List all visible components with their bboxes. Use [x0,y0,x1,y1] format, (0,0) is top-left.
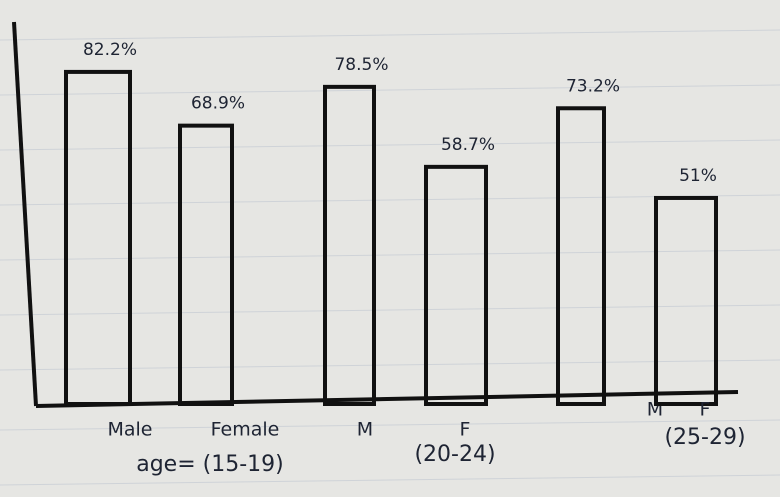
bar [323,84,376,407]
value-label: 73.2% [566,76,620,96]
x-tick-label: Male [107,419,152,441]
x-tick-label: F [700,399,711,421]
y-axis [12,21,38,407]
group-label: age= (15-19) [136,452,284,477]
group-label: (25-29) [664,425,745,450]
value-label: 68.9% [191,94,245,114]
bar [556,106,606,406]
value-label: 58.7% [441,135,495,155]
group-label: (20-24) [414,442,495,467]
value-label: 51% [679,166,717,186]
value-label: 78.5% [334,55,388,75]
x-tick-label: Female [211,419,280,441]
value-label: 82.2% [83,40,137,60]
bar [64,69,132,407]
x-tick-label: M [357,419,373,441]
bar [424,164,488,406]
x-axis [35,390,739,408]
bar [178,123,234,406]
bar [654,195,718,406]
x-tick-label: F [460,419,471,441]
